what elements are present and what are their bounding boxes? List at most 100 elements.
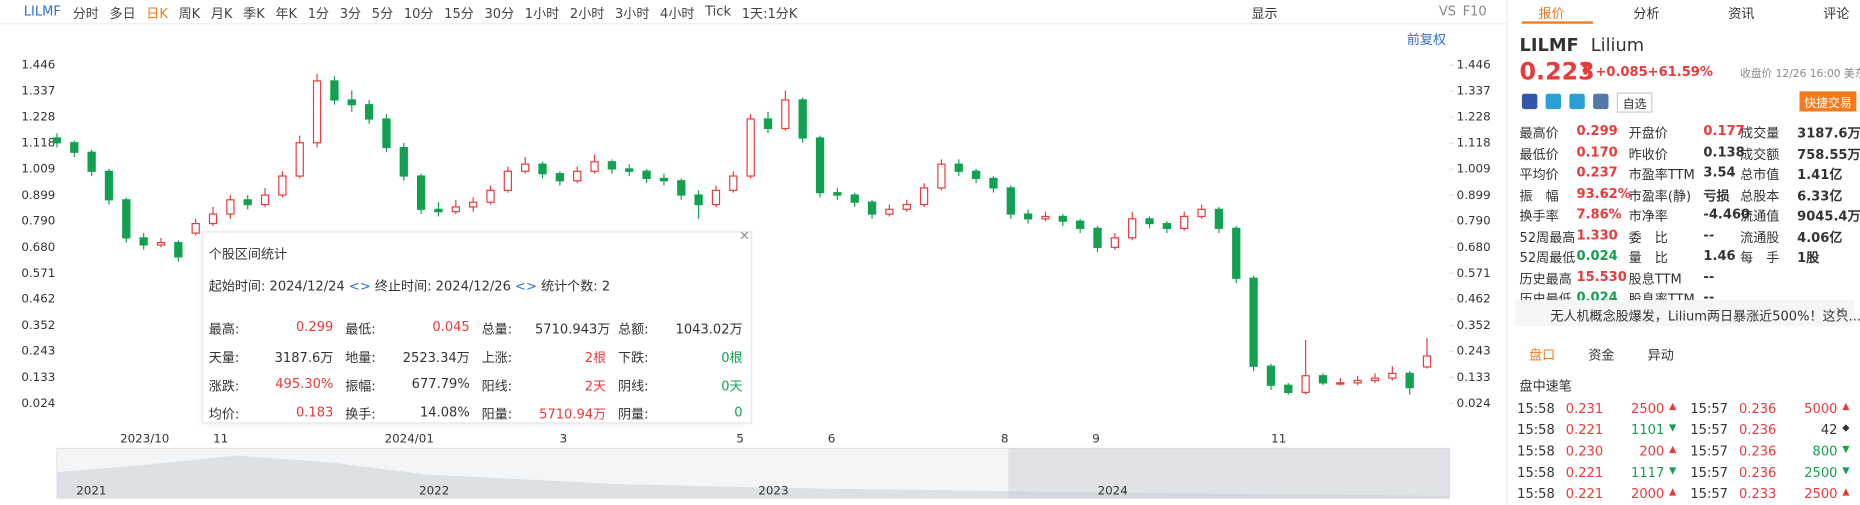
period-tab[interactable]: 15分 <box>444 5 474 22</box>
stat-label: 历史最高 <box>1519 271 1572 287</box>
candle-body <box>1422 355 1432 368</box>
candle-body <box>867 201 877 215</box>
trade-volume: 2500 <box>1804 486 1838 502</box>
stat-label: 流通股 <box>1740 229 1780 245</box>
period-tab[interactable]: 日K <box>146 5 168 22</box>
news-close[interactable]: × <box>1835 303 1847 320</box>
change-pct: +61.59% <box>1647 64 1713 80</box>
period-tab[interactable]: 2小时 <box>569 5 605 22</box>
period-tab[interactable]: 1小时 <box>524 5 560 22</box>
news[interactable]: 无人机概念股爆发，Lilium两日暴涨近500%！这只... <box>1550 308 1860 324</box>
stat-value: 5710.94万 <box>539 406 607 423</box>
trade-price: 0.236 <box>1738 443 1777 460</box>
display-menu[interactable]: 显示 <box>1251 5 1278 22</box>
stat-value: 93.62% <box>1576 185 1631 202</box>
stat-value: 0 <box>734 404 743 420</box>
candle-body <box>330 80 339 101</box>
f10-button[interactable]: F10 <box>1462 3 1487 19</box>
candle-body <box>312 80 322 144</box>
badge-icon <box>1521 93 1538 110</box>
end-picker[interactable]: <> <box>515 278 537 295</box>
candle-body <box>278 175 287 196</box>
panel-tab[interactable]: 报价 <box>1538 5 1565 22</box>
period-tab[interactable]: 年K <box>275 5 298 22</box>
period-tab[interactable]: 4小时 <box>660 5 695 22</box>
x-tick-label: 9 <box>1092 431 1100 445</box>
period-tab[interactable]: 月K <box>210 5 233 22</box>
candle-body <box>1145 218 1154 225</box>
period-tab[interactable]: 3分 <box>339 5 362 22</box>
period-tab[interactable]: Tick <box>705 3 732 19</box>
period-tab[interactable]: 5分 <box>371 5 394 22</box>
stat-value: 1043.02万 <box>675 321 743 337</box>
badge-icon <box>1593 93 1609 110</box>
candle-body <box>399 146 408 177</box>
candle-body <box>1370 377 1380 382</box>
candle-body <box>156 242 166 246</box>
adjust-toggle[interactable]: 前复权 <box>1406 32 1447 48</box>
candle-body <box>521 163 530 172</box>
candle-body <box>902 203 911 210</box>
trade-side: ▲ <box>1669 400 1677 412</box>
candle-body <box>729 175 738 191</box>
period-tab[interactable]: 1分 <box>307 5 330 22</box>
x-tick-label: 2024/01 <box>385 431 434 445</box>
stat-value: 0.299 <box>1576 123 1618 139</box>
stat-value: 677.79% <box>411 376 470 392</box>
candle-body <box>174 242 183 258</box>
period-tab[interactable]: 3小时 <box>614 5 650 22</box>
vs-button[interactable]: VS <box>1438 3 1457 19</box>
y-tick-label: 1.228 <box>21 110 55 124</box>
candle-body <box>607 161 617 170</box>
period-tab[interactable]: 多日 <box>109 5 136 22</box>
candle-body <box>555 173 565 182</box>
y-tick-label: 0.243 <box>21 344 55 358</box>
sub-tab[interactable]: 异动 <box>1647 347 1674 363</box>
stat-value: 3.54 <box>1703 164 1736 181</box>
period-tab[interactable]: 分时 <box>72 5 99 22</box>
panel-tab[interactable]: 分析 <box>1633 5 1660 22</box>
trade-volume: 200 <box>1639 443 1665 460</box>
start-picker[interactable]: <> <box>348 278 371 295</box>
stat-label: 涨跌: <box>208 378 240 394</box>
candle-body <box>954 163 963 172</box>
stat-label: 52周最低 <box>1519 250 1576 266</box>
sub-tab[interactable]: 盘口 <box>1529 347 1556 363</box>
sub-tab[interactable]: 资金 <box>1588 347 1615 363</box>
watch-button[interactable]: 自选 <box>1616 92 1653 113</box>
navigator-label: 2022 <box>419 484 449 498</box>
period-tab[interactable]: 周K <box>178 5 201 22</box>
y-tick-label: 0.790 <box>21 214 55 228</box>
trade-price: 0.221 <box>1565 422 1604 438</box>
candle-body <box>226 199 235 215</box>
x-tick-label: 5 <box>736 431 744 445</box>
trade-button[interactable]: 快捷交易 <box>1799 91 1857 112</box>
candle-body <box>781 99 790 130</box>
candle-body <box>989 177 998 189</box>
stat-label: 总股本 <box>1740 188 1780 204</box>
navigator-label: 2023 <box>758 484 788 498</box>
stat-label: 阴线: <box>618 378 649 394</box>
period-tab[interactable]: 30分 <box>484 5 515 22</box>
period-tab[interactable]: 季K <box>243 5 265 22</box>
trade-side: ▼ <box>1842 464 1850 476</box>
candle-body <box>833 192 842 196</box>
candle-body <box>1266 365 1276 386</box>
start-date: 2024/12/24 <box>269 278 345 295</box>
stat-label: 总市值 <box>1740 167 1780 183</box>
period-tab[interactable]: 1天:1分K <box>741 5 798 22</box>
stat-value: 6.33亿 <box>1797 188 1843 204</box>
y-tick-label-right: 0.899 <box>1457 188 1491 202</box>
candle-body <box>1128 218 1137 239</box>
panel-tab[interactable]: 评论 <box>1823 5 1850 22</box>
candle-body <box>694 194 703 206</box>
popup-close[interactable]: × <box>739 227 750 244</box>
candle-body <box>382 118 391 149</box>
candle-body <box>486 189 495 203</box>
candle-body <box>711 189 721 206</box>
candle-body <box>1301 375 1310 393</box>
trade-price: 0.233 <box>1738 486 1777 502</box>
symbol: LILMF <box>1519 34 1579 56</box>
panel-tab[interactable]: 资讯 <box>1728 5 1755 22</box>
period-tab[interactable]: 10分 <box>403 5 434 22</box>
